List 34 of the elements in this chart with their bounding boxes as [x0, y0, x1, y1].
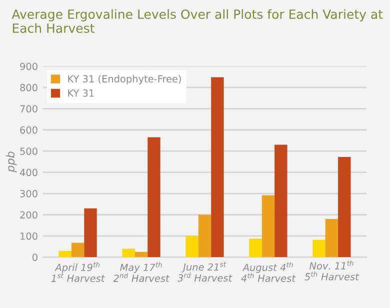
- bar: [325, 218, 338, 258]
- bar: [312, 240, 326, 258]
- y-tick-label: 900: [20, 62, 38, 70]
- legend-label: KY 31 (Endophyte-Free): [68, 74, 181, 84]
- bar: [249, 238, 262, 258]
- category-label: June 21$^{st}$ 3$^{rd}$ Harvest: [177, 262, 232, 282]
- bar: [148, 137, 160, 258]
- bar: [274, 144, 288, 258]
- y-axis-title: ppb: [6, 152, 17, 172]
- y-tick-label: 400: [20, 168, 38, 176]
- category-label: May 17$^{th}$ 2$^{nd}$ Harvest: [113, 262, 170, 282]
- category-label: August 4$^{th}$ 4$^{th}$ Harvest: [241, 262, 296, 282]
- bar: [134, 252, 148, 258]
- y-tick-label: 200: [20, 211, 38, 219]
- bar: [84, 208, 97, 258]
- y-tick-label: 100: [20, 232, 38, 240]
- y-tick-label: 500: [20, 148, 38, 155]
- category-label: April 19$^{th}$ 1$^{st}$ Harvest: [51, 262, 105, 282]
- bar: [122, 248, 135, 258]
- y-tick-label: 600: [20, 126, 38, 134]
- chart-title: Average Ergovaline Levels Over all Plots for Each Variety at Each Harvest: [12, 9, 383, 33]
- bar: [71, 242, 84, 258]
- bar: [186, 236, 198, 258]
- bar: [211, 77, 224, 258]
- y-tick-label: 800: [20, 84, 38, 92]
- bar: [198, 214, 212, 258]
- category-label: Nov. 11$^{th}$ 5$^{th}$ Harvest: [304, 260, 360, 280]
- y-tick-label: 0: [32, 254, 38, 262]
- y-tick-label: 700: [20, 105, 38, 112]
- bar: [338, 157, 351, 258]
- bar: [262, 195, 275, 258]
- legend-label: KY 31: [68, 89, 94, 97]
- bar: [58, 250, 72, 258]
- y-tick-label: 300: [20, 190, 38, 198]
